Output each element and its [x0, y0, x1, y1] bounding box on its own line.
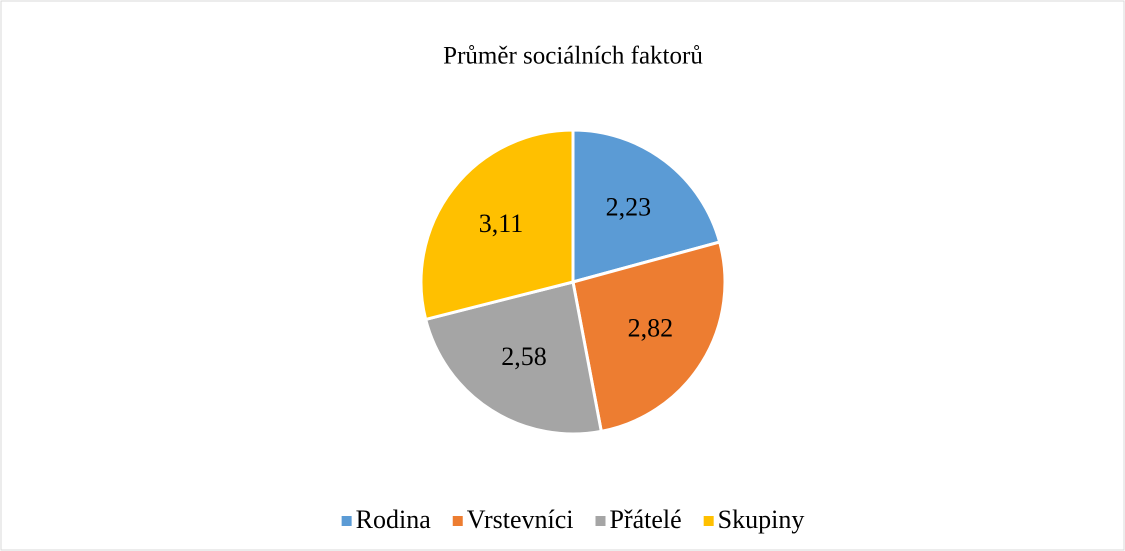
legend-label: Přátelé: [609, 505, 681, 534]
legend-label: Vrstevníci: [467, 505, 574, 534]
chart-title: Průměr sociálních faktorů: [443, 43, 703, 70]
legend-label: Rodina: [356, 505, 432, 534]
legend-swatch: [452, 516, 463, 526]
pie-slice: [423, 280, 604, 436]
pie-slice: [571, 240, 727, 434]
legend-label: Skupiny: [718, 505, 805, 534]
pie-slice: [571, 128, 722, 284]
data-label: 2,23: [606, 192, 652, 221]
data-label: 2,58: [501, 342, 547, 371]
legend-swatch: [341, 516, 352, 526]
legend-swatch: [595, 516, 606, 526]
pie-slice: [419, 128, 575, 322]
legend-swatch: [703, 516, 714, 526]
data-label: 2,82: [628, 313, 674, 342]
data-label: 3,11: [479, 209, 524, 238]
